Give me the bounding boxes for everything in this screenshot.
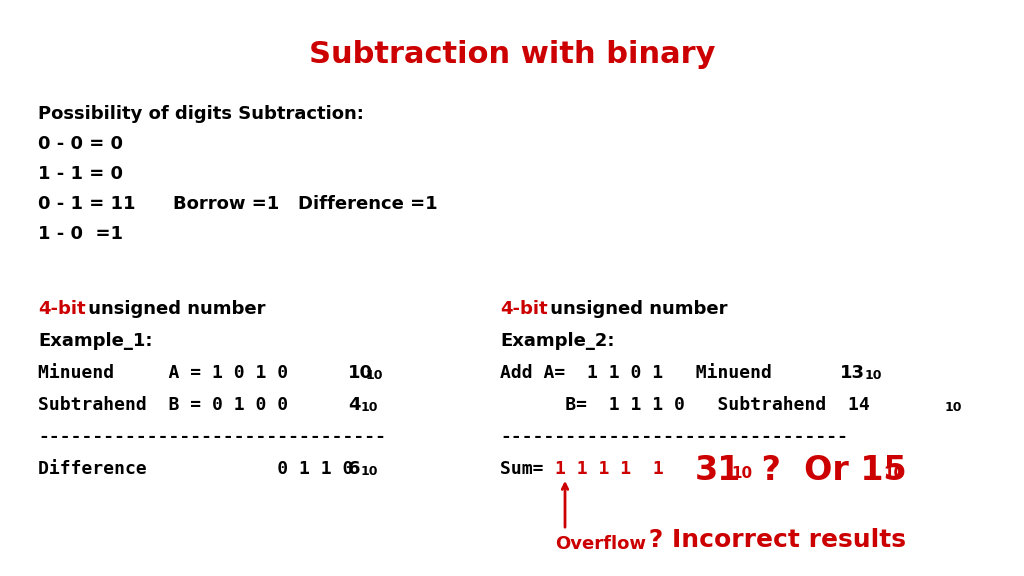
Text: Difference            0 1 1 0: Difference 0 1 1 0 xyxy=(38,460,353,478)
Text: B=  1 1 1 0   Subtrahend  14: B= 1 1 1 0 Subtrahend 14 xyxy=(500,396,869,414)
Text: 10: 10 xyxy=(731,466,752,481)
Text: 0 - 0 = 0: 0 - 0 = 0 xyxy=(38,135,123,153)
Text: 10: 10 xyxy=(865,369,883,382)
Text: 31: 31 xyxy=(695,454,741,487)
Text: 10: 10 xyxy=(366,369,384,382)
Text: ?  Or 15: ? Or 15 xyxy=(750,454,906,487)
Text: 4-bit: 4-bit xyxy=(500,300,548,318)
Text: 0 - 1 = 11      Borrow =1   Difference =1: 0 - 1 = 11 Borrow =1 Difference =1 xyxy=(38,195,437,213)
Text: 10: 10 xyxy=(348,364,373,382)
Text: ? Incorrect results: ? Incorrect results xyxy=(640,528,906,552)
Text: 10: 10 xyxy=(361,401,379,414)
Text: 6: 6 xyxy=(348,460,360,478)
Text: Example_2:: Example_2: xyxy=(500,332,614,350)
Text: 13: 13 xyxy=(840,364,865,382)
Text: 1 - 0  =1: 1 - 0 =1 xyxy=(38,225,123,243)
Text: Minuend     A = 1 0 1 0: Minuend A = 1 0 1 0 xyxy=(38,364,288,382)
Text: 10: 10 xyxy=(361,465,379,478)
Text: 4: 4 xyxy=(348,396,360,414)
Text: 1 - 1 = 0: 1 - 1 = 0 xyxy=(38,165,123,183)
Text: Possibility of digits Subtraction:: Possibility of digits Subtraction: xyxy=(38,105,364,123)
Text: Add A=  1 1 0 1   Minuend: Add A= 1 1 0 1 Minuend xyxy=(500,364,772,382)
Text: 10: 10 xyxy=(883,466,904,481)
Text: 4-bit: 4-bit xyxy=(38,300,86,318)
Text: Example_1:: Example_1: xyxy=(38,332,153,350)
Text: unsigned number: unsigned number xyxy=(82,300,265,318)
Text: Subtraction with binary: Subtraction with binary xyxy=(309,40,715,69)
Text: 1 1 1 1  1: 1 1 1 1 1 xyxy=(555,460,664,478)
Text: --------------------------------: -------------------------------- xyxy=(500,428,848,446)
Text: Overflow: Overflow xyxy=(555,535,646,553)
Text: --------------------------------: -------------------------------- xyxy=(38,428,386,446)
Text: unsigned number: unsigned number xyxy=(544,300,727,318)
Text: Sum=: Sum= xyxy=(500,460,554,478)
Text: Subtrahend  B = 0 1 0 0: Subtrahend B = 0 1 0 0 xyxy=(38,396,288,414)
Text: 10: 10 xyxy=(945,401,963,414)
